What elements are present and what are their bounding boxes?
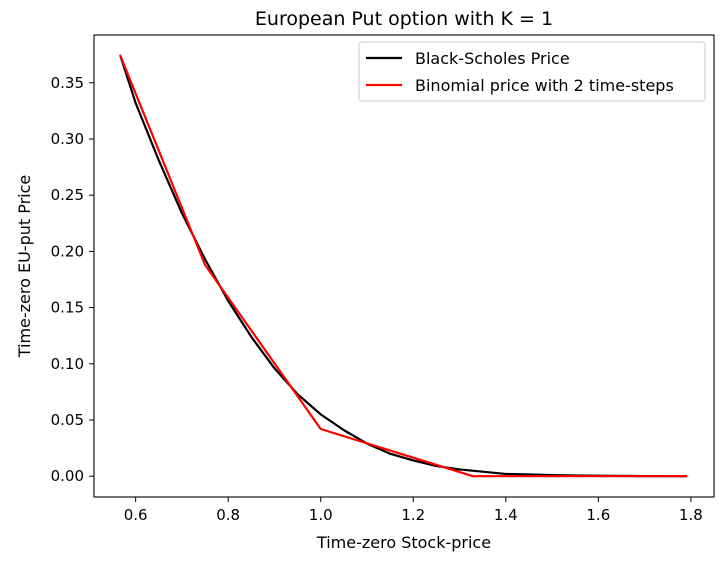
y-tick-label: 0.05 [51,411,84,429]
y-tick-label: 0.20 [51,242,84,260]
plot-lines [119,54,688,478]
x-tick-label: 0.8 [216,506,240,524]
y-tick-label: 0.15 [51,299,84,317]
y-tick-label: 0.00 [51,467,84,485]
x-tick-label: 1.0 [309,506,333,524]
y-axis: 0.00 0.05 0.10 0.15 0.20 0.25 0.30 0.35 [51,74,94,485]
y-tick-label: 0.25 [51,186,84,204]
x-tick-label: 1.6 [586,506,610,524]
y-tick-label: 0.35 [51,74,84,92]
legend-label-binomial: Binomial price with 2 time-steps [415,76,674,95]
plot-frame [93,34,715,498]
legend-label-black-scholes: Black-Scholes Price [415,49,570,68]
x-tick-label: 0.6 [124,506,148,524]
y-tick-label: 0.30 [51,130,84,148]
x-axis: 0.6 0.8 1.0 1.2 1.4 1.6 1.8 [124,497,703,524]
chart-title: European Put option with K = 1 [255,8,553,30]
series-line-binomial [119,54,688,478]
y-tick-label: 0.10 [51,355,84,373]
y-axis-title: Time-zero EU-put Price [15,175,34,359]
x-tick-label: 1.8 [679,506,703,524]
x-tick-label: 1.4 [494,506,518,524]
x-axis-title: Time-zero Stock-price [316,533,491,552]
legend-box [358,41,706,102]
x-tick-label: 1.2 [401,506,425,524]
legend: Black-Scholes Price Binomial price with … [358,41,706,102]
